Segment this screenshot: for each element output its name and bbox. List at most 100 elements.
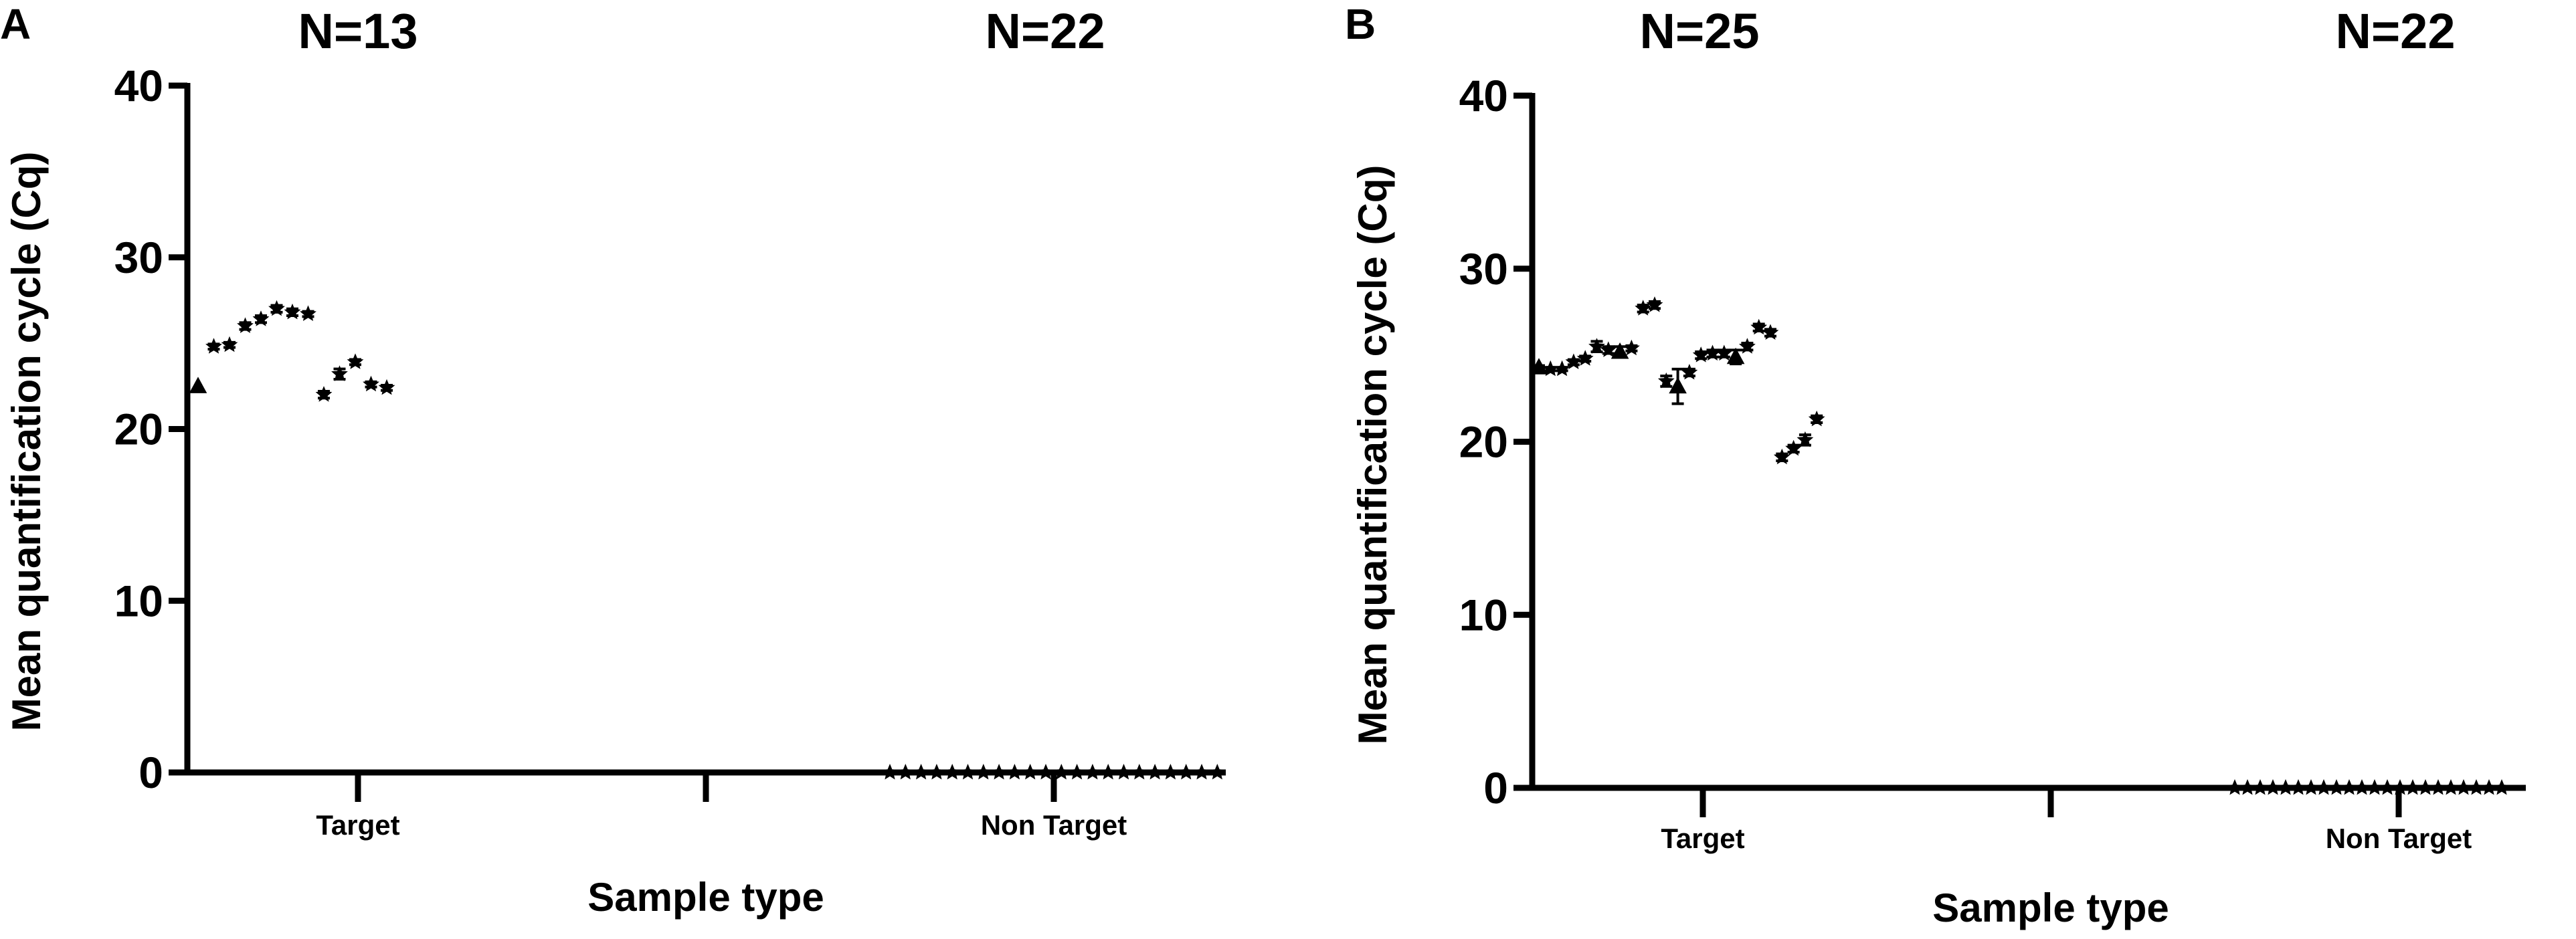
data-point-star [2391, 779, 2409, 795]
data-point-star [1069, 764, 1085, 780]
data-point-star [237, 317, 254, 333]
data-point-star [990, 764, 1008, 780]
data-point-star [1565, 353, 1582, 369]
data-point-star [1542, 360, 1559, 377]
panel-letter-a: A [0, 0, 31, 48]
data-point-star [1006, 764, 1023, 780]
data-point-star [1635, 300, 1652, 316]
group-label-b-target: N=25 [1640, 3, 1760, 59]
data-point-star [363, 375, 379, 392]
data-point-star [1785, 439, 1802, 456]
data-point-star [2493, 779, 2510, 795]
group-label-a-nontarget: N=22 [986, 3, 1105, 59]
data-point-star [284, 303, 301, 320]
data-point-star [1554, 360, 1570, 377]
marks-a [189, 300, 1226, 780]
data-point-star [252, 310, 270, 326]
data-point-star [1681, 364, 1698, 380]
data-point-star [928, 764, 945, 780]
y-tick-label: 0 [1483, 763, 1508, 813]
category-label-a-target: Target [316, 809, 399, 841]
data-point-star [1037, 764, 1054, 780]
marks-b [1530, 296, 2510, 795]
data-point-star [2353, 779, 2371, 795]
axes-b: 0 10 20 30 40 [1459, 71, 2526, 817]
data-point-star [1588, 338, 1605, 354]
data-point-star [2480, 779, 2498, 795]
y-tick-label: 40 [114, 61, 163, 110]
category-label-a-nontarget: Non Target [981, 809, 1127, 841]
data-point-star [268, 300, 285, 316]
data-point-star [2366, 779, 2383, 795]
data-point-star [2251, 779, 2269, 795]
x-axis-title-b: Sample type [1932, 885, 2169, 930]
data-point-star [2277, 779, 2294, 795]
data-point-star [1576, 350, 1594, 366]
data-point-star [2442, 779, 2460, 795]
data-point-star [1600, 341, 1617, 357]
data-point-star [1146, 764, 1164, 780]
data-point-star [1704, 344, 1721, 361]
data-point-star [913, 764, 929, 780]
data-point-star [1623, 339, 1640, 356]
y-tick-label: 30 [114, 233, 163, 282]
data-point-star [2328, 779, 2345, 795]
data-point-star [1762, 324, 1779, 340]
data-point-star [2379, 779, 2396, 795]
data-point-star [378, 379, 395, 395]
y-tick-label: 20 [1459, 417, 1508, 467]
data-point-star [1797, 431, 1814, 447]
data-point-star [2226, 779, 2243, 795]
data-point-star [1099, 764, 1117, 780]
data-point-star [1131, 764, 1148, 780]
data-point-star [2302, 779, 2320, 795]
data-point-star [2404, 779, 2421, 795]
data-point-star [300, 305, 316, 321]
data-point-star [1646, 296, 1663, 312]
y-axis-title-b: Mean quantification cycle (Cq) [1350, 165, 1395, 745]
data-point-star [1739, 338, 1756, 354]
data-point-star [1162, 764, 1179, 780]
y-tick-label: 10 [114, 576, 163, 625]
data-point-star [1084, 764, 1101, 780]
data-point-triangle [189, 377, 207, 393]
data-point-star [331, 365, 348, 381]
data-point-star [221, 336, 238, 352]
data-point-star [2417, 779, 2434, 795]
data-point-star [943, 764, 961, 780]
data-point-star [2239, 779, 2256, 795]
data-point-triangle [1669, 377, 1687, 394]
category-label-b-target: Target [1661, 823, 1744, 854]
data-point-star [897, 764, 914, 780]
group-label-b-nontarget: N=22 [2336, 3, 2456, 59]
data-point-star [1808, 410, 1825, 427]
data-point-triangle [1530, 358, 1548, 375]
data-point-star [1193, 764, 1210, 780]
group-label-a-target: N=13 [298, 3, 418, 59]
data-point-star [1115, 764, 1132, 780]
data-point-star [205, 338, 222, 354]
data-point-star [315, 386, 333, 402]
data-point-star [881, 764, 899, 780]
data-point-star [1022, 764, 1039, 780]
data-point-star [347, 353, 364, 369]
data-point-star [959, 764, 976, 780]
y-tick-label: 10 [1459, 590, 1508, 639]
y-tick-label: 30 [1459, 244, 1508, 294]
y-tick-label: 40 [1459, 71, 1508, 120]
data-point-star [2468, 779, 2485, 795]
panel-a: A N=13 N=22 Mean quantification cycle (C… [0, 0, 1226, 920]
data-point-star [2315, 779, 2332, 795]
data-point-star [1052, 764, 1070, 780]
data-point-star [975, 764, 992, 780]
data-point-star [1692, 346, 1710, 362]
category-label-b-nontarget: Non Target [2326, 823, 2472, 854]
panel-letter-b: B [1345, 0, 1376, 48]
data-point-star [2429, 779, 2447, 795]
y-tick-label: 20 [114, 405, 163, 454]
data-point-star [2290, 779, 2307, 795]
data-point-star [2340, 779, 2358, 795]
data-point-star [2264, 779, 2282, 795]
data-point-star [1773, 448, 1790, 465]
